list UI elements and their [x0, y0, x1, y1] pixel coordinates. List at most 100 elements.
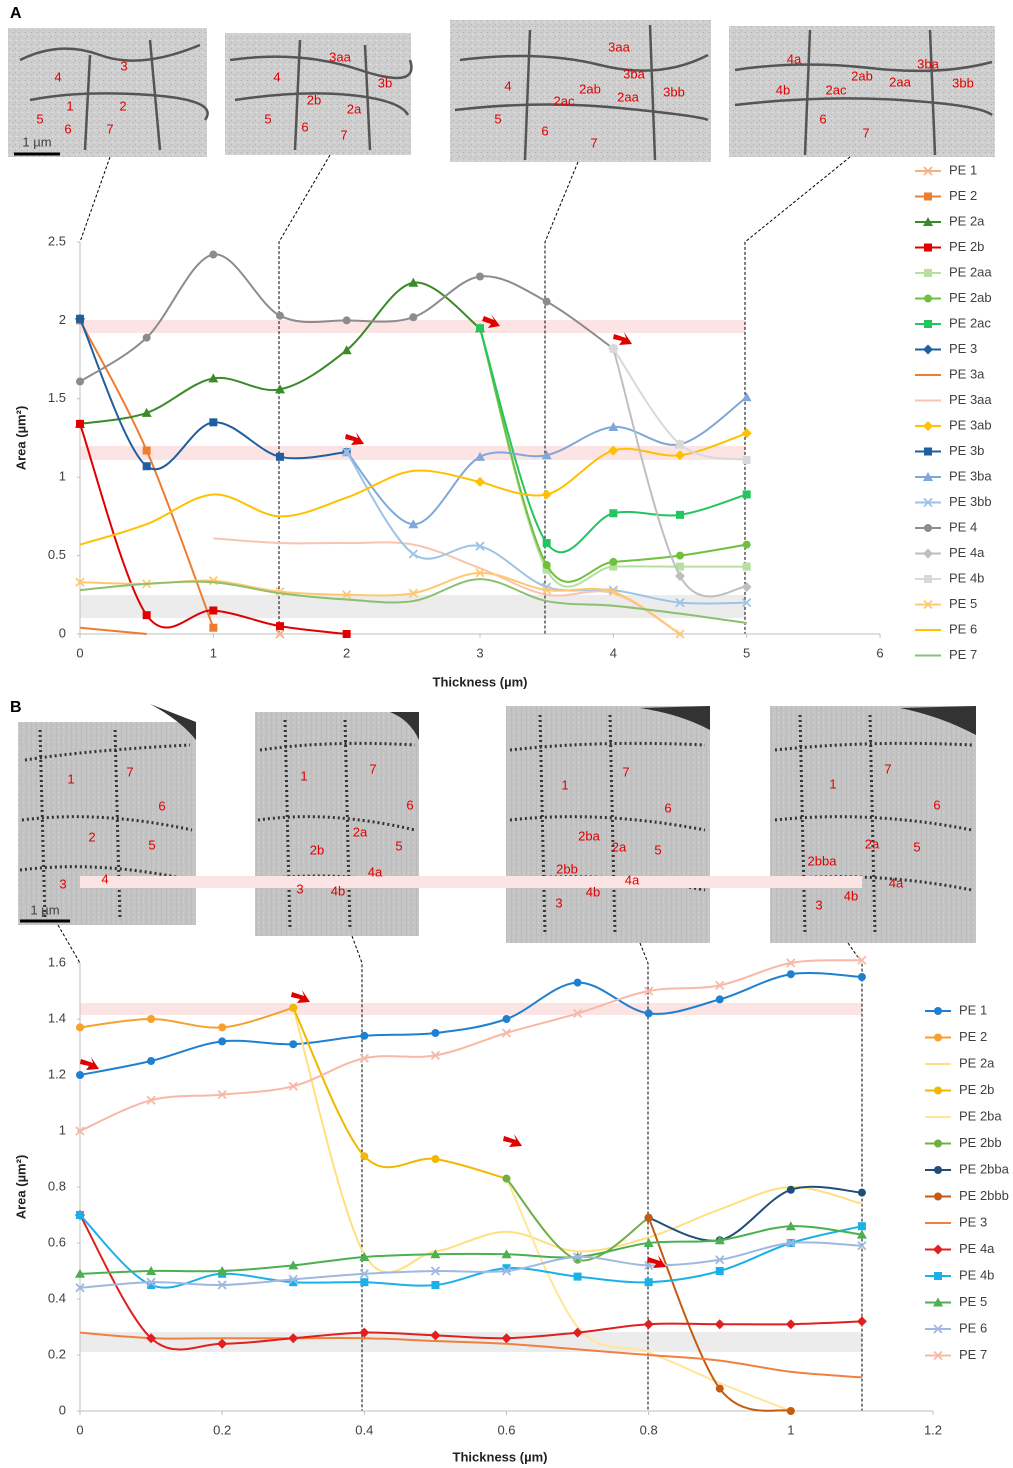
legend-label: PE 4b — [949, 570, 984, 585]
series-line — [612, 348, 747, 598]
series-line — [79, 971, 862, 1076]
legend-label: PE 4b — [959, 1267, 994, 1282]
marker — [288, 1260, 299, 1270]
marker — [675, 629, 685, 639]
legend-marker — [924, 192, 932, 201]
legend-label: PE 3 — [959, 1214, 987, 1229]
marker — [786, 1407, 795, 1415]
marker — [542, 561, 551, 570]
marker — [475, 451, 485, 461]
arrow — [80, 314, 666, 1268]
marker — [573, 978, 582, 987]
y-tick-label: 0 — [59, 1402, 66, 1417]
marker — [742, 540, 751, 549]
legend-label: PE 3ba — [949, 468, 992, 483]
region-label: 2bb — [556, 861, 578, 876]
x-tick-label: 1 — [787, 1422, 794, 1437]
x-axis-title: Thickness (µm) — [453, 1449, 548, 1464]
marker — [289, 1003, 298, 1012]
legend-marker — [924, 524, 932, 532]
x-tick-label: 0 — [76, 1422, 83, 1437]
region-label: 7 — [106, 121, 113, 136]
y-tick-label: 1.4 — [48, 1010, 66, 1025]
legend-marker — [934, 1139, 942, 1148]
marker — [502, 1264, 511, 1273]
legend-marker — [934, 1086, 942, 1095]
region-label: 5 — [654, 842, 661, 857]
marker — [408, 519, 419, 529]
region-label: 6 — [406, 797, 413, 812]
series-line — [479, 327, 747, 583]
marker — [342, 630, 351, 638]
region-label: 5 — [148, 837, 155, 852]
marker — [715, 980, 725, 991]
marker — [76, 377, 84, 386]
marker — [741, 392, 752, 402]
region-label: 2aa — [889, 74, 911, 89]
region-label: 3aa — [329, 49, 351, 64]
marker — [675, 570, 685, 581]
region-label: 6 — [933, 797, 940, 812]
region-label: 6 — [541, 123, 548, 138]
region-label: 4b — [331, 883, 345, 898]
legend-label: PE 2a — [949, 213, 985, 228]
series-line — [79, 318, 347, 471]
y-tick-label: 0.4 — [48, 1290, 66, 1305]
region-label: 4 — [273, 69, 280, 84]
marker — [430, 1050, 441, 1061]
legend-marker — [923, 217, 933, 226]
region-label: 2bba — [808, 853, 838, 868]
marker — [714, 1319, 725, 1330]
y-axis-title: Area (µm²) — [13, 1155, 28, 1220]
legend-label: PE 1 — [949, 162, 977, 177]
marker — [288, 1333, 299, 1344]
marker — [542, 565, 551, 574]
marker — [288, 1274, 298, 1285]
marker — [572, 1252, 583, 1262]
x-tick-label: 1 — [210, 645, 217, 660]
region-label: 7 — [369, 761, 376, 776]
region-label: 3 — [296, 881, 303, 896]
marker — [476, 324, 484, 333]
marker — [409, 313, 418, 322]
legend-marker — [933, 1244, 943, 1255]
marker — [609, 562, 618, 571]
marker — [147, 1281, 156, 1289]
marker — [857, 1222, 866, 1231]
marker — [572, 1008, 583, 1019]
marker — [342, 590, 352, 600]
panel-letter: B — [10, 699, 22, 716]
marker — [217, 1280, 227, 1290]
y-tick-label: 1 — [59, 1122, 66, 1137]
marker — [76, 419, 84, 428]
region-label: 3aa — [608, 39, 630, 54]
marker — [276, 452, 284, 461]
region-label: 1 — [300, 768, 307, 783]
legend-marker — [934, 1166, 942, 1174]
region-label: 2a — [865, 836, 880, 851]
legend-label: PE 3aa — [949, 392, 992, 407]
marker — [857, 1188, 866, 1197]
region-label: 4b — [776, 82, 790, 97]
y-tick-label: 2.5 — [48, 233, 66, 248]
series-line — [79, 959, 862, 1132]
legend-label: PE 2 — [949, 188, 977, 203]
marker — [217, 1089, 227, 1100]
marker — [856, 1229, 867, 1239]
region-label: 2a — [612, 839, 627, 854]
marker — [76, 1211, 84, 1219]
x-tick-label: 6 — [876, 645, 883, 660]
legend-marker — [923, 548, 933, 559]
marker — [146, 1333, 157, 1344]
marker — [608, 587, 618, 597]
marker — [218, 1037, 227, 1046]
legend-label: PE 2b — [949, 239, 984, 254]
marker — [502, 1174, 511, 1183]
legend-label: PE 2aa — [949, 264, 992, 279]
marker — [785, 1319, 796, 1330]
x-tick-label: 5 — [743, 645, 750, 660]
legend-marker — [933, 1297, 943, 1307]
marker — [675, 450, 685, 461]
marker — [715, 995, 724, 1004]
